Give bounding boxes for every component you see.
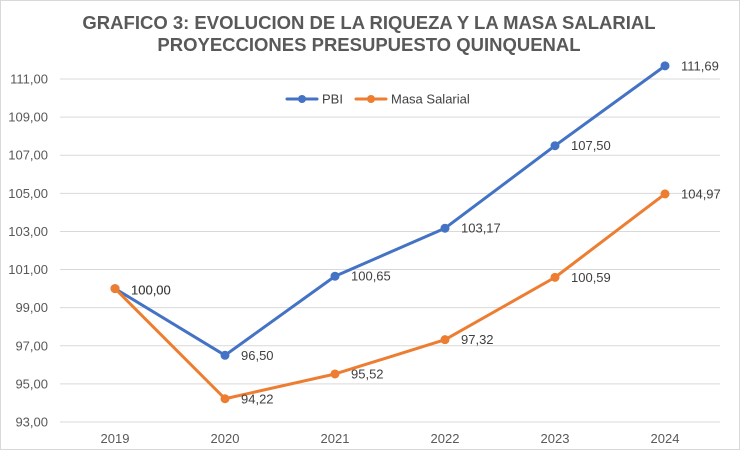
- data-label: 104,97: [681, 186, 721, 201]
- chart-title-line-2: PROYECCIONES PRESUPUESTO QUINQUENAL: [157, 34, 581, 55]
- x-tick-label: 2024: [651, 431, 680, 446]
- data-labels: 100,0096,50100,65103,17107,50111,69100,0…: [131, 58, 721, 406]
- y-tick-label: 93,00: [15, 415, 48, 430]
- chart-title-line-1: GRAFICO 3: EVOLUCION DE LA RIQUEZA Y LA …: [82, 12, 656, 33]
- data-point: [550, 272, 560, 282]
- x-tick-label: 2023: [541, 431, 570, 446]
- axes: 93,00 95,00 97,00 99,00 101,00 103,00 105,00 10…: [8, 72, 679, 447]
- y-tick-label: 97,00: [15, 338, 48, 353]
- data-label: 100,59: [571, 270, 611, 285]
- data-point: [330, 271, 340, 281]
- x-tick-label: 2019: [101, 431, 130, 446]
- series-line-masa-salarial: [113, 192, 667, 401]
- data-point: [660, 189, 670, 199]
- data-point: [660, 61, 670, 71]
- x-tick-label: 2020: [211, 431, 240, 446]
- data-point: [440, 335, 450, 345]
- data-label: 103,17: [461, 221, 501, 236]
- data-label: 96,50: [241, 348, 274, 363]
- y-tick-label: 111,00: [10, 72, 48, 87]
- data-label: 100,65: [351, 269, 391, 284]
- data-point: [550, 141, 560, 151]
- legend-label: PBI: [322, 92, 343, 107]
- data-label: 100,00: [131, 283, 171, 298]
- legend-marker: [298, 95, 306, 103]
- data-label: 100,00: [131, 283, 171, 298]
- data-point: [330, 369, 340, 379]
- data-point: [220, 394, 230, 404]
- data-label: 95,52: [351, 366, 384, 381]
- data-label: 94,22: [241, 391, 274, 406]
- x-tick-label: 2022: [431, 431, 460, 446]
- y-tick-label: 103,00: [8, 224, 48, 239]
- x-tick-label: 2021: [321, 431, 350, 446]
- y-tick-label: 99,00: [15, 300, 48, 315]
- legend: PBI Masa Salarial: [285, 92, 470, 107]
- series: [110, 61, 670, 404]
- y-tick-label: 107,00: [8, 148, 48, 163]
- gridlines: [60, 78, 720, 423]
- y-tick-label: 101,00: [8, 262, 48, 277]
- data-point: [440, 223, 450, 233]
- y-tick-label: 95,00: [15, 376, 48, 391]
- data-point: [220, 350, 230, 360]
- y-tick-label: 109,00: [8, 110, 48, 125]
- data-label: 111,69: [681, 58, 719, 73]
- data-label: 107,50: [571, 138, 611, 153]
- series-line-pbi: [113, 64, 667, 357]
- legend-marker: [367, 95, 375, 103]
- data-label: 97,32: [461, 332, 494, 347]
- chart-title: GRAFICO 3: EVOLUCION DE LA RIQUEZA Y LA …: [0, 12, 738, 56]
- y-tick-label: 105,00: [8, 186, 48, 201]
- data-point: [110, 284, 120, 294]
- legend-label: Masa Salarial: [391, 92, 470, 107]
